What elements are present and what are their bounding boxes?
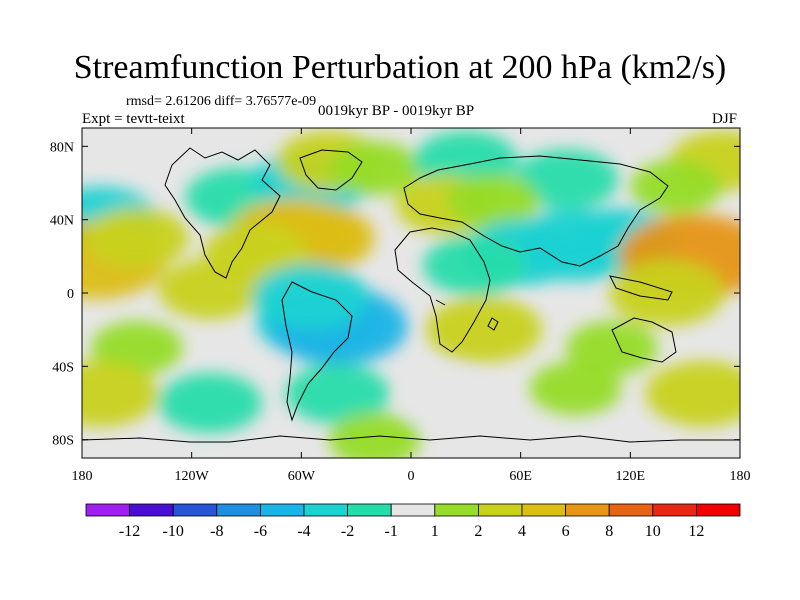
contour-region-7 bbox=[630, 159, 723, 214]
colorbar-swatch bbox=[521, 503, 566, 517]
colorbar-swatch bbox=[390, 503, 436, 517]
contour-region-10 bbox=[84, 208, 189, 268]
colorbar-label: 8 bbox=[605, 523, 613, 540]
colorbar-label: 2 bbox=[474, 523, 482, 540]
colorbar-swatch bbox=[696, 503, 741, 517]
colorbar-swatch bbox=[477, 503, 523, 517]
contour-region-35 bbox=[328, 412, 421, 458]
contour-region-15 bbox=[447, 174, 540, 229]
x-tick-label: 120E bbox=[616, 469, 646, 484]
colorbar-swatch bbox=[652, 503, 697, 517]
colorbar-swatch bbox=[303, 503, 348, 517]
colorbar-label: -6 bbox=[254, 523, 267, 540]
contour-region-29 bbox=[82, 360, 159, 427]
period-label: 0019kyr BP - 0019kyr BP bbox=[318, 103, 475, 119]
x-tick-label: 0 bbox=[408, 469, 415, 484]
x-tick-label: 120W bbox=[175, 469, 210, 484]
colorbar-label: -2 bbox=[341, 523, 354, 540]
y-tick-label: 40S bbox=[52, 360, 74, 375]
contour-region-33 bbox=[529, 361, 622, 416]
colorbar-label: -8 bbox=[210, 523, 223, 540]
colorbar-label: 4 bbox=[518, 523, 526, 540]
contour-region-19 bbox=[422, 235, 527, 296]
x-tick-label: 60W bbox=[288, 469, 316, 484]
contour-field bbox=[82, 131, 740, 458]
contour-region-28 bbox=[90, 321, 183, 375]
x-tick-label: 60E bbox=[509, 469, 532, 484]
contour-region-25 bbox=[252, 263, 369, 330]
colorbar-swatch bbox=[608, 503, 654, 517]
chart-title: Streamfunction Perturbation at 200 hPa (… bbox=[73, 49, 727, 86]
contour-region-5 bbox=[514, 149, 619, 210]
colorbar-label: 1 bbox=[431, 523, 439, 540]
experiment-label: Expt = tevtt-teixt bbox=[82, 111, 185, 127]
colorbar-swatch bbox=[347, 503, 392, 517]
y-tick-label: 40N bbox=[50, 214, 74, 229]
y-tick-label: 80S bbox=[52, 434, 74, 449]
contour-region-26 bbox=[426, 296, 543, 363]
y-axis: 80N 40N 0 40S 80S bbox=[50, 140, 740, 449]
colorbar-swatch bbox=[216, 503, 261, 517]
colorbar-swatch bbox=[565, 503, 610, 517]
contour-region-34 bbox=[645, 360, 740, 427]
contour-region-32 bbox=[401, 372, 494, 427]
coastlines bbox=[82, 147, 740, 443]
colorbar-label: -4 bbox=[297, 523, 310, 540]
y-tick-label: 0 bbox=[67, 287, 74, 302]
colorbar-swatch bbox=[172, 503, 218, 517]
contour-region-30 bbox=[157, 373, 262, 433]
season-label: DJF bbox=[712, 111, 738, 127]
colorbar-label: -10 bbox=[163, 523, 184, 540]
colorbar: -12 -10 -8 -6 -4 -2 -1 1 2 4 6 8 10 12 bbox=[85, 503, 741, 540]
colorbar-swatch bbox=[85, 503, 130, 517]
x-tick-label: 180 bbox=[72, 469, 93, 484]
contour-region-22 bbox=[157, 259, 262, 320]
colorbar-swatch bbox=[434, 503, 479, 517]
colorbar-label: 12 bbox=[688, 523, 704, 540]
x-tick-label: 180 bbox=[730, 469, 751, 484]
colorbar-swatch bbox=[129, 503, 174, 517]
x-axis: 180 120W 60W 0 60E 120E 180 bbox=[72, 128, 751, 484]
contour-region-21 bbox=[608, 260, 725, 326]
contour-region-27 bbox=[566, 321, 659, 375]
stats-label: rmsd= 2.61206 diff= 3.76577e-09 bbox=[126, 94, 317, 109]
colorbar-label: 10 bbox=[645, 523, 661, 540]
colorbar-label: 6 bbox=[562, 523, 570, 540]
colorbar-swatch bbox=[259, 503, 305, 517]
y-tick-label: 80N bbox=[50, 140, 74, 155]
colorbar-label: -1 bbox=[385, 523, 398, 540]
colorbar-label: -12 bbox=[119, 523, 140, 540]
